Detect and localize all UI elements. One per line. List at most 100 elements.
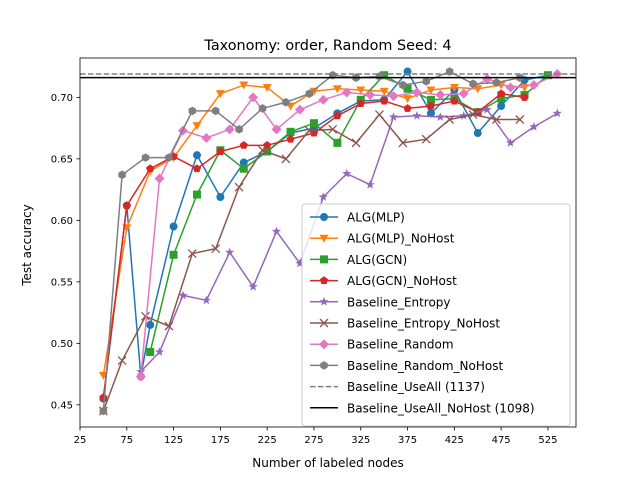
series-4: [136, 104, 562, 376]
legend-item-9: Baseline_UseAll_NoHost (1098): [310, 401, 535, 415]
data-point-6-3: [201, 132, 212, 143]
data-point-1-9: [309, 87, 319, 96]
data-point-5-5: [211, 244, 221, 254]
data-point-2-15: [497, 94, 506, 103]
legend-item-0: ALG(MLP): [310, 211, 405, 225]
data-point-2-10: [380, 71, 389, 80]
data-point-1-12: [379, 87, 389, 96]
legend-label-0: ALG(MLP): [347, 211, 405, 225]
chart-title: Taxonomy: order, Random Seed: 4: [203, 38, 451, 54]
data-point-1-11: [356, 86, 366, 95]
x-tick-label-4: 225: [258, 435, 277, 446]
y-tick-label-0: 0.45: [51, 400, 73, 411]
data-point-6-17: [528, 80, 539, 91]
data-point-7-4: [188, 106, 197, 116]
data-point-0-7: [239, 158, 248, 167]
data-point-5-4: [187, 249, 197, 259]
legend-item-8: Baseline_UseAll (1137): [310, 380, 485, 394]
data-point-5-1: [117, 356, 127, 366]
data-point-4-10: [365, 179, 375, 189]
x-tick-label-6: 325: [351, 435, 370, 446]
legend: ALG(MLP) ALG(MLP)_NoHost ALG(GCN) ALG(GCN)_…: [301, 203, 571, 427]
data-point-4-5: [248, 281, 258, 291]
data-point-1-15: [449, 84, 459, 93]
data-point-7-9: [305, 89, 314, 98]
legend-marker-7: [320, 361, 328, 370]
legend-label-4: Baseline_Entropy: [347, 295, 451, 309]
data-point-3-14: [426, 101, 436, 110]
series-5: [98, 110, 525, 416]
data-point-6-6: [271, 124, 282, 135]
legend-marker-6: [319, 339, 329, 350]
legend-item-5: Baseline_Entropy_NoHost: [310, 317, 500, 331]
data-point-7-8: [282, 97, 290, 107]
data-point-5-3: [164, 321, 174, 331]
y-tick-label-4: 0.65: [51, 154, 73, 165]
data-point-2-12: [426, 95, 435, 104]
data-point-1-13: [403, 95, 413, 104]
data-point-0-5: [192, 151, 201, 160]
data-point-7-13: [399, 80, 407, 90]
legend-box: [301, 203, 571, 427]
data-point-5-17: [491, 115, 501, 124]
data-point-3-2: [146, 164, 155, 173]
data-point-2-2: [192, 190, 201, 199]
data-point-4-3: [201, 295, 211, 305]
data-point-7-16: [469, 79, 477, 89]
legend-marker-4: [319, 297, 329, 306]
legend-item-1: ALG(MLP)_NoHost: [310, 232, 455, 246]
data-point-5-13: [398, 138, 408, 148]
series-3: [99, 89, 529, 401]
x-axis-label: Number of labeled nodes: [252, 456, 403, 470]
legend-item-2: ALG(GCN): [310, 253, 407, 267]
data-point-6-1: [154, 173, 165, 184]
data-point-7-3: [165, 153, 173, 162]
data-point-6-5: [248, 92, 259, 103]
data-point-5-18: [515, 115, 525, 124]
legend-label-9: Baseline_UseAll_NoHost (1098): [347, 401, 535, 415]
data-point-3-11: [356, 99, 365, 107]
x-tick-label-0: 25: [74, 435, 87, 446]
data-point-4-2: [178, 290, 188, 300]
data-point-1-7: [262, 84, 272, 93]
data-point-7-1: [118, 170, 126, 180]
data-point-2-8: [333, 138, 342, 147]
data-point-0-3: [146, 320, 155, 329]
data-point-2-4: [239, 164, 248, 173]
legend-marker-3: [319, 276, 329, 285]
data-point-4-16: [505, 138, 516, 147]
y-tick-label-2: 0.55: [51, 277, 73, 288]
data-point-2-1: [169, 250, 178, 259]
data-point-1-14: [426, 86, 436, 95]
legend-marker-5: [319, 318, 329, 328]
data-point-3-12: [380, 96, 389, 105]
series-6: [135, 68, 563, 382]
data-point-2-11: [403, 84, 412, 93]
x-tick-label-2: 125: [164, 435, 183, 446]
x-tick-label-7: 375: [398, 435, 417, 446]
legend-item-6: Baseline_Random: [310, 338, 454, 352]
data-point-7-17: [492, 78, 501, 87]
data-point-5-15: [445, 115, 455, 124]
data-point-6-16: [505, 82, 516, 93]
data-point-6-11: [388, 91, 399, 102]
data-point-2-0: [146, 347, 155, 356]
data-point-1-16: [473, 85, 483, 94]
legend-marker-0: [320, 213, 328, 221]
data-point-4-12: [412, 111, 422, 120]
data-point-6-14: [458, 88, 469, 99]
data-point-3-13: [403, 104, 412, 112]
data-point-7-2: [141, 153, 150, 162]
legend-label-7: Baseline_Random_NoHost: [347, 359, 503, 373]
y-tick-label-3: 0.60: [51, 216, 73, 227]
data-point-3-1: [122, 201, 131, 210]
data-point-7-6: [235, 125, 243, 134]
x-tick-label-1: 75: [120, 435, 133, 446]
legend-label-2: ALG(GCN): [347, 253, 407, 267]
data-point-4-9: [342, 168, 352, 178]
data-point-3-4: [192, 164, 202, 173]
data-point-0-15: [426, 109, 435, 118]
y-axis-label: Test accuracy: [20, 204, 34, 287]
data-point-5-14: [421, 134, 431, 144]
